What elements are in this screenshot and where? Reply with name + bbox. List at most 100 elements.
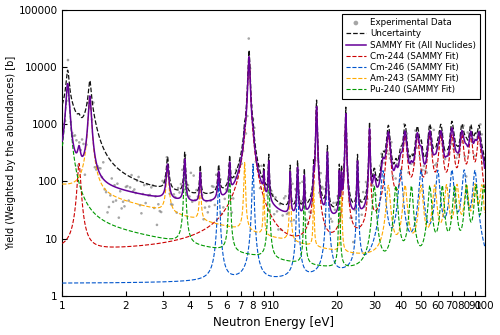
Experimental Data bbox=[98, 175, 106, 180]
Experimental Data bbox=[208, 184, 216, 189]
Experimental Data bbox=[102, 190, 110, 195]
SAMMY Fit (All Nuclides) bbox=[372, 179, 378, 183]
Experimental Data bbox=[214, 187, 222, 193]
Am-243 (SAMMY Fit) bbox=[358, 251, 364, 255]
Experimental Data bbox=[78, 137, 86, 142]
Experimental Data bbox=[312, 111, 320, 117]
Experimental Data bbox=[318, 184, 326, 190]
Experimental Data bbox=[245, 36, 253, 41]
Experimental Data bbox=[360, 204, 368, 209]
Legend: Experimental Data, Uncertainty, SAMMY Fit (All Nuclides), Cm-244 (SAMMY Fit), Cm: Experimental Data, Uncertainty, SAMMY Fi… bbox=[342, 14, 480, 99]
Experimental Data bbox=[441, 156, 449, 162]
Experimental Data bbox=[256, 186, 264, 191]
Experimental Data bbox=[252, 159, 260, 164]
Experimental Data bbox=[374, 175, 382, 180]
Experimental Data bbox=[311, 158, 319, 163]
Experimental Data bbox=[465, 150, 473, 155]
Experimental Data bbox=[68, 130, 76, 136]
Experimental Data bbox=[410, 160, 418, 166]
Experimental Data bbox=[205, 204, 213, 209]
Y-axis label: Yield (Weighted by the abundances) [b]: Yield (Weighted by the abundances) [b] bbox=[6, 56, 16, 250]
Am-243 (SAMMY Fit) bbox=[482, 211, 488, 215]
Experimental Data bbox=[122, 184, 130, 190]
Experimental Data bbox=[202, 199, 210, 204]
SAMMY Fit (All Nuclides) bbox=[328, 208, 334, 212]
Experimental Data bbox=[455, 151, 463, 157]
Am-243 (SAMMY Fit) bbox=[328, 247, 334, 251]
Experimental Data bbox=[174, 186, 182, 191]
Experimental Data bbox=[274, 227, 282, 232]
Experimental Data bbox=[403, 131, 411, 136]
Experimental Data bbox=[268, 188, 276, 194]
Experimental Data bbox=[160, 180, 168, 185]
Pu-240 (SAMMY Fit) bbox=[372, 196, 378, 200]
Experimental Data bbox=[470, 136, 478, 142]
Experimental Data bbox=[240, 127, 248, 132]
Experimental Data bbox=[352, 206, 360, 212]
Uncertainty bbox=[331, 205, 337, 209]
Experimental Data bbox=[126, 185, 134, 190]
Experimental Data bbox=[365, 144, 373, 150]
Experimental Data bbox=[192, 187, 200, 193]
Uncertainty bbox=[372, 173, 378, 177]
Experimental Data bbox=[464, 130, 471, 135]
Cm-244 (SAMMY Fit) bbox=[60, 242, 66, 246]
X-axis label: Neutron Energy [eV]: Neutron Energy [eV] bbox=[213, 317, 334, 329]
Line: SAMMY Fit (All Nuclides): SAMMY Fit (All Nuclides) bbox=[62, 57, 484, 213]
Experimental Data bbox=[108, 176, 116, 181]
Experimental Data bbox=[424, 135, 432, 141]
Experimental Data bbox=[292, 187, 300, 192]
Experimental Data bbox=[238, 161, 246, 166]
Experimental Data bbox=[478, 132, 486, 137]
Experimental Data bbox=[462, 174, 470, 179]
Experimental Data bbox=[379, 154, 387, 159]
Experimental Data bbox=[80, 141, 88, 147]
Experimental Data bbox=[67, 119, 75, 125]
Experimental Data bbox=[172, 195, 179, 200]
Experimental Data bbox=[277, 227, 285, 232]
Experimental Data bbox=[398, 167, 406, 172]
Experimental Data bbox=[129, 189, 137, 194]
Experimental Data bbox=[172, 210, 180, 215]
Experimental Data bbox=[163, 154, 171, 160]
SAMMY Fit (All Nuclides) bbox=[310, 191, 316, 195]
Experimental Data bbox=[152, 194, 160, 199]
Experimental Data bbox=[400, 122, 408, 127]
Experimental Data bbox=[479, 160, 487, 166]
Experimental Data bbox=[196, 195, 203, 201]
Cm-246 (SAMMY Fit) bbox=[324, 152, 330, 156]
Experimental Data bbox=[384, 151, 392, 156]
Experimental Data bbox=[181, 152, 189, 158]
Experimental Data bbox=[392, 176, 400, 181]
Experimental Data bbox=[166, 191, 173, 196]
Experimental Data bbox=[480, 155, 488, 160]
Experimental Data bbox=[372, 193, 380, 198]
Experimental Data bbox=[248, 103, 256, 108]
Experimental Data bbox=[184, 183, 192, 188]
Experimental Data bbox=[167, 202, 175, 207]
Experimental Data bbox=[414, 136, 422, 141]
Experimental Data bbox=[273, 209, 281, 214]
Experimental Data bbox=[215, 167, 223, 172]
Experimental Data bbox=[262, 186, 270, 191]
Experimental Data bbox=[226, 193, 234, 198]
Experimental Data bbox=[132, 190, 140, 196]
Experimental Data bbox=[476, 122, 484, 127]
Experimental Data bbox=[153, 222, 161, 227]
Experimental Data bbox=[344, 168, 351, 174]
Experimental Data bbox=[350, 207, 358, 213]
Experimental Data bbox=[232, 167, 240, 173]
Line: Pu-240 (SAMMY Fit): Pu-240 (SAMMY Fit) bbox=[62, 84, 484, 266]
Experimental Data bbox=[148, 185, 156, 190]
Experimental Data bbox=[306, 209, 314, 214]
Experimental Data bbox=[176, 190, 184, 195]
Experimental Data bbox=[91, 164, 99, 170]
Am-243 (SAMMY Fit) bbox=[372, 247, 378, 251]
Experimental Data bbox=[246, 66, 254, 71]
Experimental Data bbox=[338, 166, 346, 172]
Experimental Data bbox=[134, 174, 142, 180]
Pu-240 (SAMMY Fit) bbox=[212, 246, 218, 250]
Experimental Data bbox=[244, 113, 252, 119]
Experimental Data bbox=[434, 145, 442, 151]
Experimental Data bbox=[386, 155, 394, 161]
